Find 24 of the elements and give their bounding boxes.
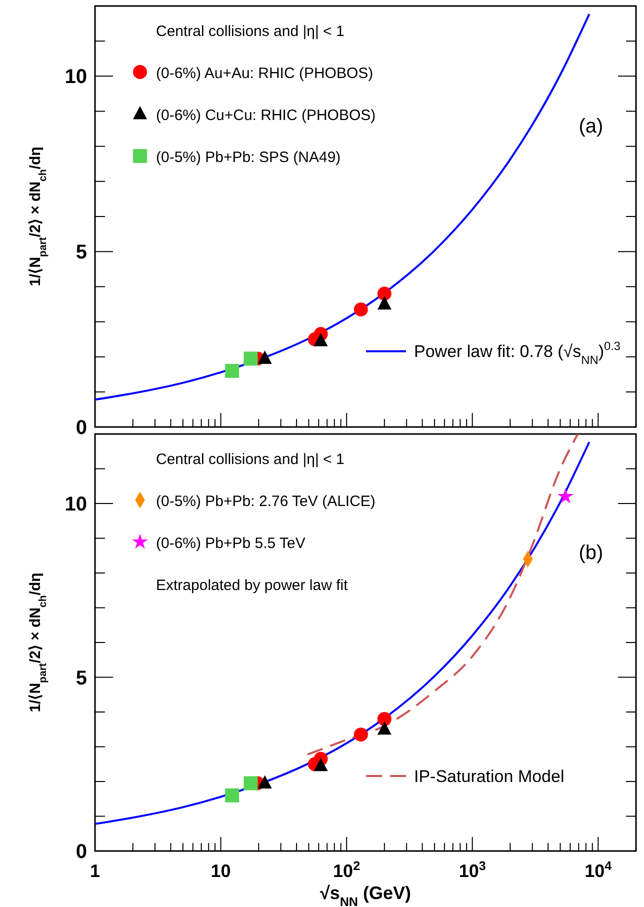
annotation: Central collisions and |η| < 1 [156,451,344,468]
x-tick-label: 10$^{4}$ [584,859,612,881]
x-tick-label: 10$^{3}$ [458,859,486,881]
y-tick-label: 10 [64,66,87,88]
x-tick-label: 1 [90,861,100,881]
legend-label: Power law fit: 0.78 (√s$_{NN}$)$^{0.3}$ [414,339,621,368]
y-tick-label: 0 [76,841,87,863]
legend-label: (0-5%) Pb+Pb: SPS (NA49) [156,149,341,166]
y-tick-label: 10 [64,494,87,516]
text: (a) [578,115,604,138]
y-tick-label: 5 [76,667,87,690]
legend-label: (0-6%) Pb+Pb 5.5 TeV [156,535,306,552]
x-axis-title: √s$_{NN}$ (GeV) [320,883,412,907]
x-tick-label: 10 [210,861,231,881]
legend-label: (0-5%) Pb+Pb: 2.76 TeV (ALICE) [156,493,376,510]
annotation: Central collisions and |η| < 1 [156,23,344,40]
y-tick-label: 0 [76,417,87,439]
y-tick-label: 5 [76,242,87,264]
legend-label: IP-Saturation Model [414,766,564,786]
legend-label: (0-6%) Au+Au: RHIC (PHOBOS) [156,65,374,82]
x-tick-label: 10$^{2}$ [333,859,360,881]
text: (b) [578,542,604,564]
legend-label: (0-6%) Cu+Cu: RHIC (PHOBOS) [156,107,376,124]
annotation: Extrapolated by power law fit [156,577,349,594]
